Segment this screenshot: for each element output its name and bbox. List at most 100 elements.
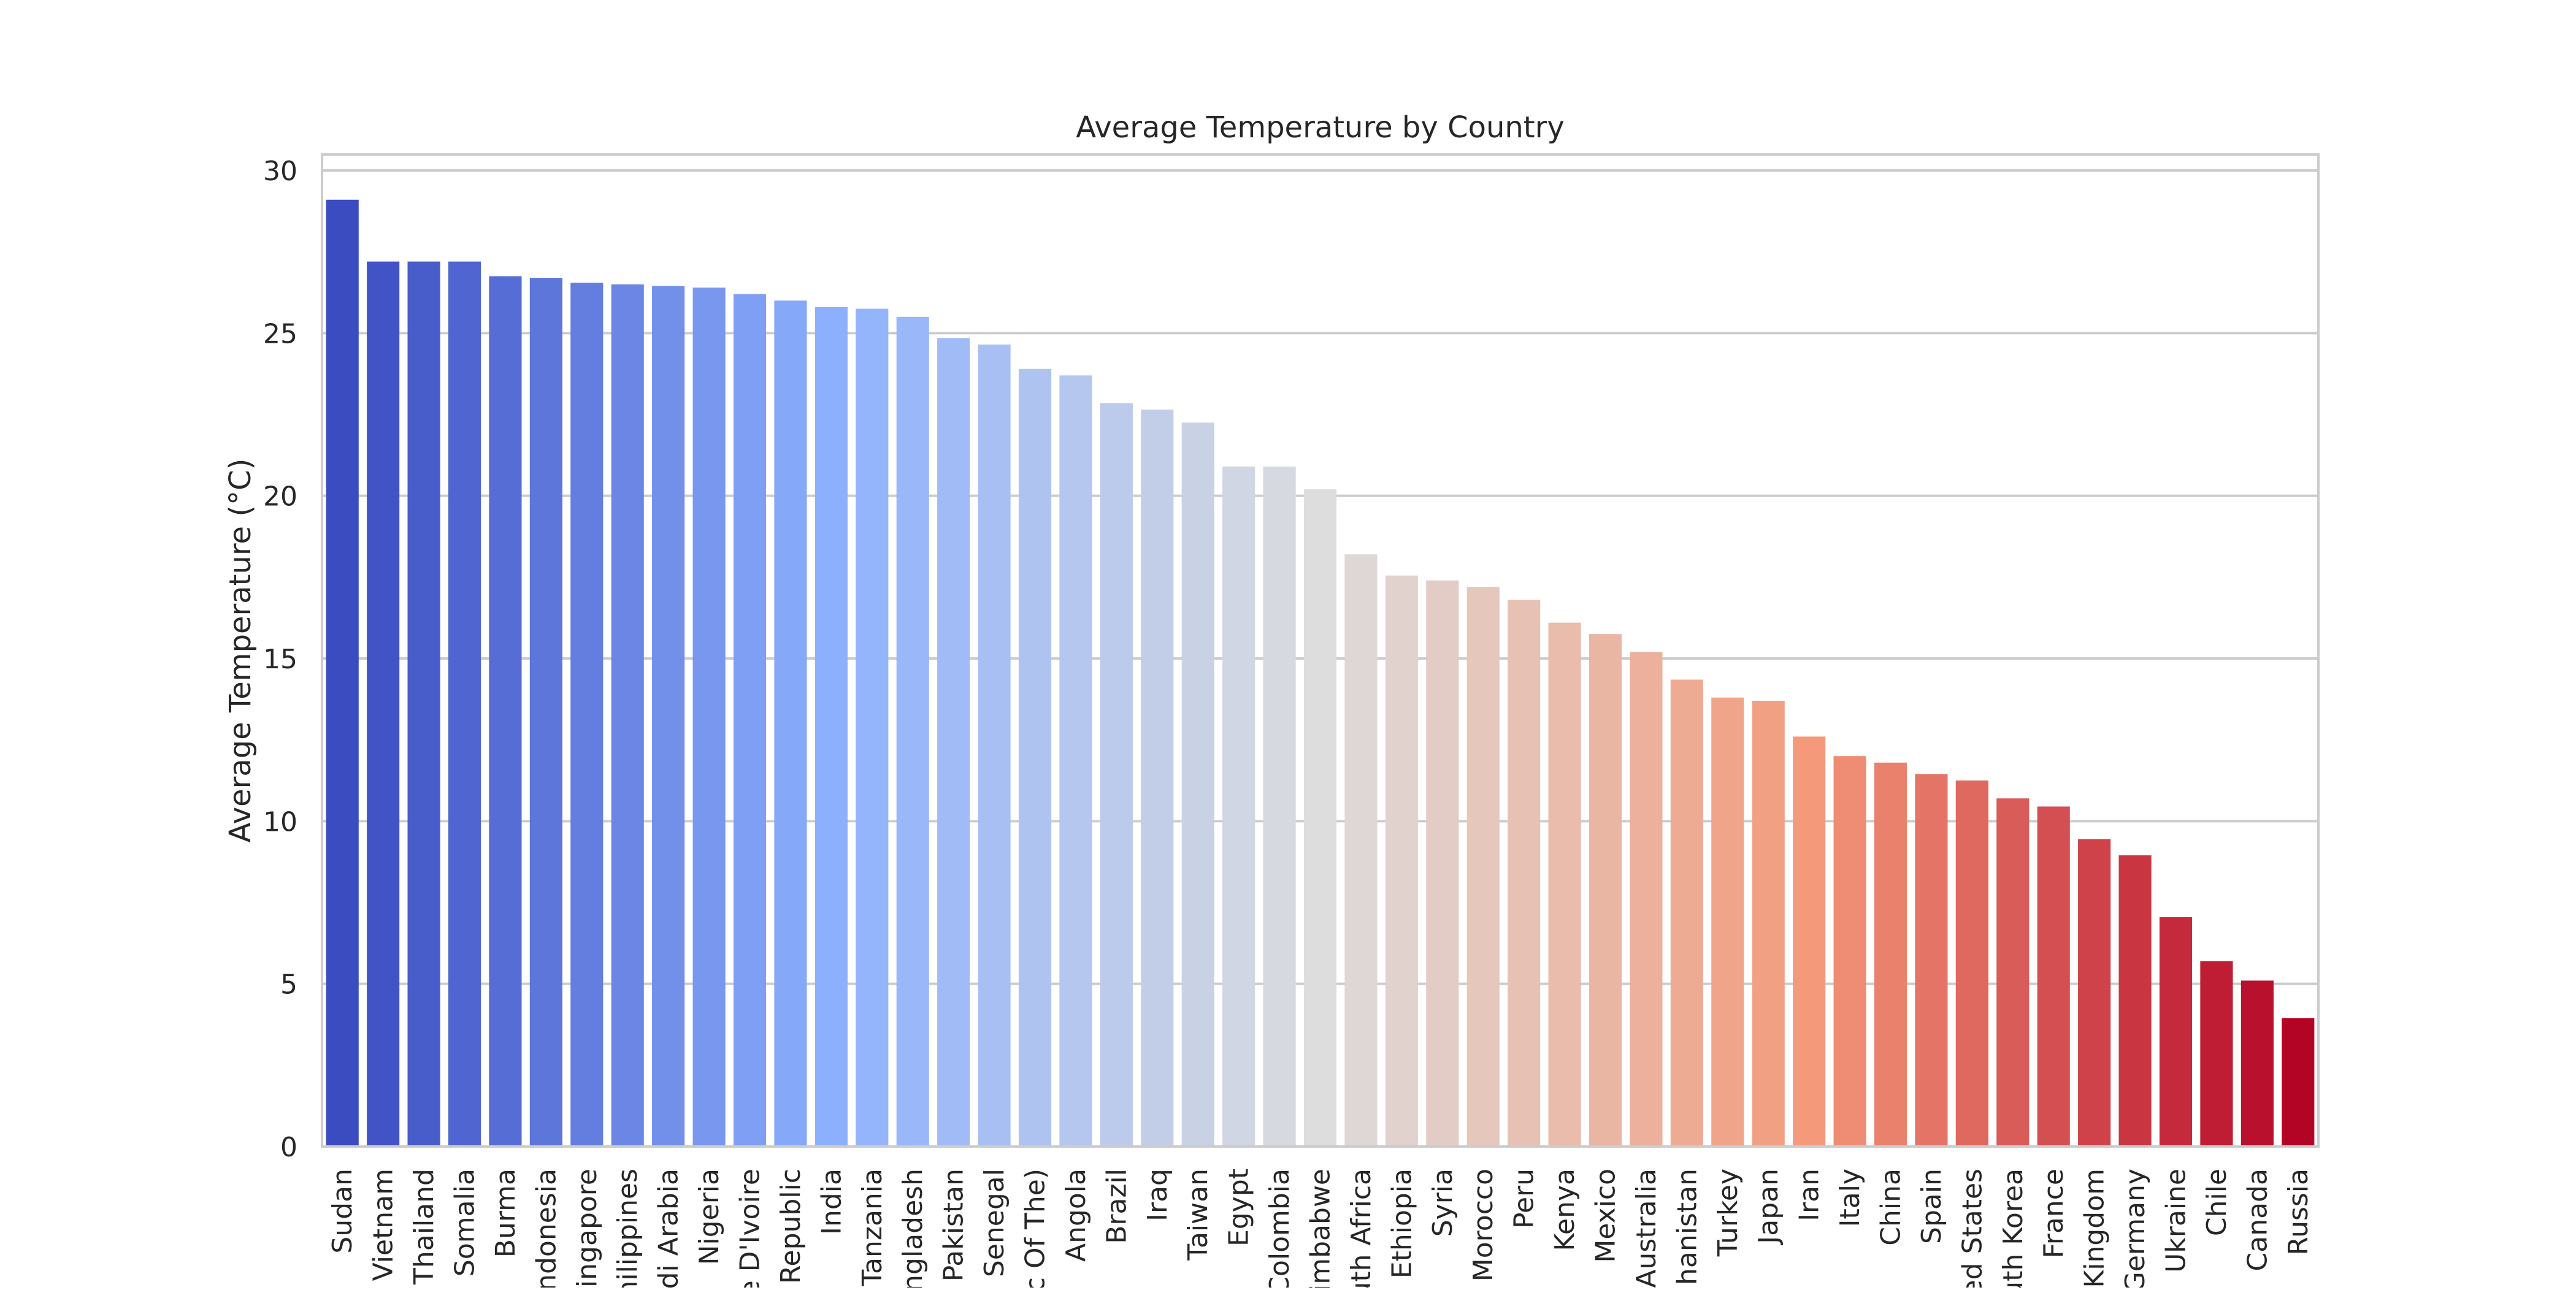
x-tick-label: China [1876,1169,1907,1246]
bar-tanzania [856,308,889,1147]
x-tick-label: Singapore [572,1169,603,1288]
bar-indonesia [529,278,562,1147]
bar-philippines [611,284,644,1147]
x-tick-label: Russia [2283,1169,2314,1256]
x-tick-label: Italy [1834,1169,1866,1227]
bar-thailand [407,261,440,1147]
x-tick-label: Egypt [1224,1169,1255,1246]
y-tick-label: 30 [263,156,297,187]
x-tick-label: India [816,1169,847,1235]
y-tick-label: 10 [263,806,297,838]
bar-somalia [448,261,481,1147]
bar-brazil [1100,403,1133,1147]
bar-cote-d-ivoire [733,294,767,1147]
y-tick-label: 0 [280,1132,297,1163]
x-tick-label: Republic [775,1169,807,1284]
x-tick-label: Nigeria [694,1169,725,1265]
bar-egypt [1222,466,1255,1147]
y-tick-label: 20 [263,481,297,513]
bar-morocco [1466,587,1500,1147]
x-tick-label: Vietnam [368,1169,399,1281]
y-tick-label: 15 [263,644,297,675]
bar-bangladesh [896,316,929,1147]
x-tick-label: Iran [1794,1169,1825,1221]
bar-nigeria [692,288,726,1147]
bar-burma [489,276,522,1147]
x-tick-label: ngladesh [897,1169,929,1288]
x-tick-label: Canada [2242,1169,2273,1271]
bar-peru [1508,600,1541,1147]
plot-frame [321,153,2320,1148]
bar-colombia [1263,466,1296,1147]
x-tick-label: Morocco [1468,1169,1499,1281]
bar-iraq [1141,410,1174,1147]
bar-syria [1426,580,1459,1147]
bar-south-korea [1996,798,2030,1147]
bar-kenya [1548,622,1581,1147]
x-tick-label: Germany [2120,1169,2151,1288]
x-tick-label: Angola [1060,1169,1092,1262]
x-tick-label: ed States [1957,1169,1988,1288]
x-tick-label: Burma [490,1169,521,1258]
x-tick-label: e D'Ivoire [735,1169,766,1288]
bar-germany [2118,855,2152,1147]
x-tick-label: c Of The) [1020,1169,1051,1288]
x-tick-label: Brazil [1101,1169,1132,1244]
x-tick-label: Thailand [408,1169,440,1285]
bar-united-kingdom [2078,839,2111,1147]
chart-title: Average Temperature by Country [1076,110,1565,145]
x-tick-label: Turkey [1712,1169,1744,1257]
x-tick-label: Kingdom [2079,1169,2110,1288]
y-axis-ticks: 0 5 10 15 20 25 30 [263,156,297,1163]
x-tick-label: France [2038,1169,2069,1258]
x-tick-label: Pakistan [938,1169,970,1281]
x-axis-ticks: Sudan Vietnam Thailand Somalia Burma ndonesia… [327,1169,2314,1290]
bar-senegal [978,344,1011,1147]
x-tick-label: Somalia [450,1169,481,1277]
x-tick-label: Iraq [1142,1169,1173,1221]
y-tick-label: 25 [263,318,297,349]
bar-sudan [326,199,359,1147]
x-tick-label: Taiwan [1183,1169,1214,1261]
bar-pakistan [937,338,970,1147]
bar-saudi-arabia [652,286,685,1147]
x-tick-label: Spain [1916,1169,1947,1244]
bar-ethiopia [1385,575,1418,1147]
x-tick-label: di Arabia [653,1169,684,1288]
x-tick-label: ndonesia [531,1169,562,1288]
x-tick-label: Peru [1509,1169,1540,1229]
bar-spain [1915,774,1948,1147]
x-tick-label: uth Korea [1998,1169,2029,1288]
bar-australia [1630,652,1663,1147]
bar-russia [2282,1018,2315,1147]
bar-congo-democratic-republic-of-the- [1018,368,1052,1147]
bar-japan [1752,700,1785,1147]
x-tick-label: uth Africa [1346,1169,1377,1288]
x-tick-label: ghanistan [1671,1169,1703,1288]
y-tick-label: 5 [280,969,297,1001]
x-tick-label: Australia [1631,1169,1662,1288]
bar-zimbabwe [1303,489,1337,1147]
x-tick-label: Sudan [327,1169,358,1254]
y-axis-label: Average Temperature (°C) [223,459,258,843]
x-tick-label: Senegal [979,1169,1010,1277]
bar-china [1874,762,1907,1147]
bar-angola [1059,375,1092,1147]
bar-canada [2241,980,2274,1147]
bar-afghanistan [1670,679,1703,1147]
x-tick-label: Tanzania [857,1169,888,1287]
x-tick-label: Chile [2201,1169,2233,1236]
bar-italy [1833,756,1866,1147]
x-tick-label: Japan [1753,1169,1784,1246]
bar-mexico [1589,634,1622,1147]
x-tick-label: Ukraine [2161,1169,2192,1273]
x-tick-label: Kenya [1549,1169,1581,1251]
bar-vietnam [367,261,400,1147]
bar-india [815,307,848,1147]
x-tick-label: Colombia [1264,1169,1295,1288]
bars [326,199,2315,1147]
bar-chile [2200,961,2233,1147]
bar-ukraine [2159,917,2193,1147]
